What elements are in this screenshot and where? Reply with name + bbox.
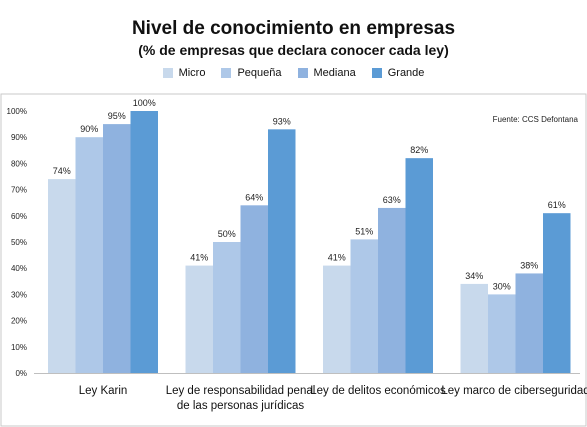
x-category-label: Ley de responsabilidad penal [166, 385, 316, 397]
bar-mediana [378, 207, 406, 373]
data-label: 51% [355, 226, 373, 236]
data-label: 41% [328, 253, 346, 263]
data-label: 74% [53, 166, 71, 176]
chart-subtitle: (% de empresas que declara conocer cada … [138, 42, 449, 58]
source-note: Fuente: CCS Defontana [493, 115, 579, 124]
bar-grande [130, 111, 158, 373]
bar-grande [268, 129, 296, 373]
x-category-label: Ley de delitos económicos [310, 385, 446, 397]
data-label: 38% [520, 260, 538, 270]
legend-item-mediana: Mediana [297, 67, 356, 79]
chart-title: Nivel de conocimiento en empresas [131, 18, 456, 39]
y-tick-label: 90% [11, 133, 27, 142]
legend-label: Pequeña [237, 67, 282, 79]
y-tick-label: 40% [11, 264, 27, 273]
legend-swatch [371, 68, 382, 78]
x-category-label: de las personas jurídicas [177, 400, 304, 412]
bar-pequeña [75, 137, 103, 373]
data-label: 61% [548, 200, 566, 210]
y-tick-label: 70% [11, 186, 27, 195]
legend-label: Mediana [313, 67, 356, 79]
bar-grande [543, 213, 571, 373]
data-label: 100% [133, 98, 156, 108]
y-tick-label: 60% [11, 212, 27, 221]
y-tick-label: 100% [7, 107, 27, 116]
data-label: 50% [218, 229, 236, 239]
legend-label: Micro [178, 67, 206, 79]
data-label: 34% [465, 271, 483, 281]
y-tick-label: 20% [11, 317, 27, 326]
bar-micro [323, 265, 351, 373]
legend-item-pequeña: Pequeña [221, 67, 282, 79]
bar-grande [405, 158, 433, 373]
bar-pequeña [488, 294, 516, 373]
legend-item-grande: Grande [371, 67, 425, 79]
data-label: 64% [245, 192, 263, 202]
y-tick-label: 80% [11, 159, 27, 168]
y-tick-label: 30% [11, 290, 27, 299]
data-label: 82% [410, 145, 428, 155]
data-label: 63% [383, 195, 401, 205]
y-tick-label: 0% [15, 369, 27, 378]
bar-pequeña [213, 242, 241, 373]
chart-frame [0, 93, 587, 427]
x-category-label: Ley marco de ciberseguridad [441, 385, 587, 397]
y-tick-label: 10% [11, 343, 27, 352]
data-label: 30% [493, 281, 511, 291]
bar-micro [48, 179, 76, 373]
x-category-label: Ley Karin [79, 385, 128, 397]
bar-pequeña [350, 239, 378, 373]
legend-swatch [297, 68, 308, 78]
bar-micro [185, 265, 213, 373]
bar-mediana [240, 205, 268, 373]
legend-item-micro: Micro [162, 67, 206, 79]
legend-label: Grande [387, 67, 425, 79]
legend: Micro Pequeña Mediana Grande [0, 67, 587, 79]
data-label: 41% [190, 253, 208, 263]
legend-swatch [221, 68, 232, 78]
bar-mediana [515, 273, 543, 373]
legend-swatch [162, 68, 173, 78]
data-label: 90% [80, 124, 98, 134]
bar-micro [460, 283, 488, 373]
bar-mediana [103, 124, 131, 373]
y-tick-label: 50% [11, 238, 27, 247]
data-label: 93% [273, 116, 291, 126]
data-label: 95% [108, 111, 126, 121]
